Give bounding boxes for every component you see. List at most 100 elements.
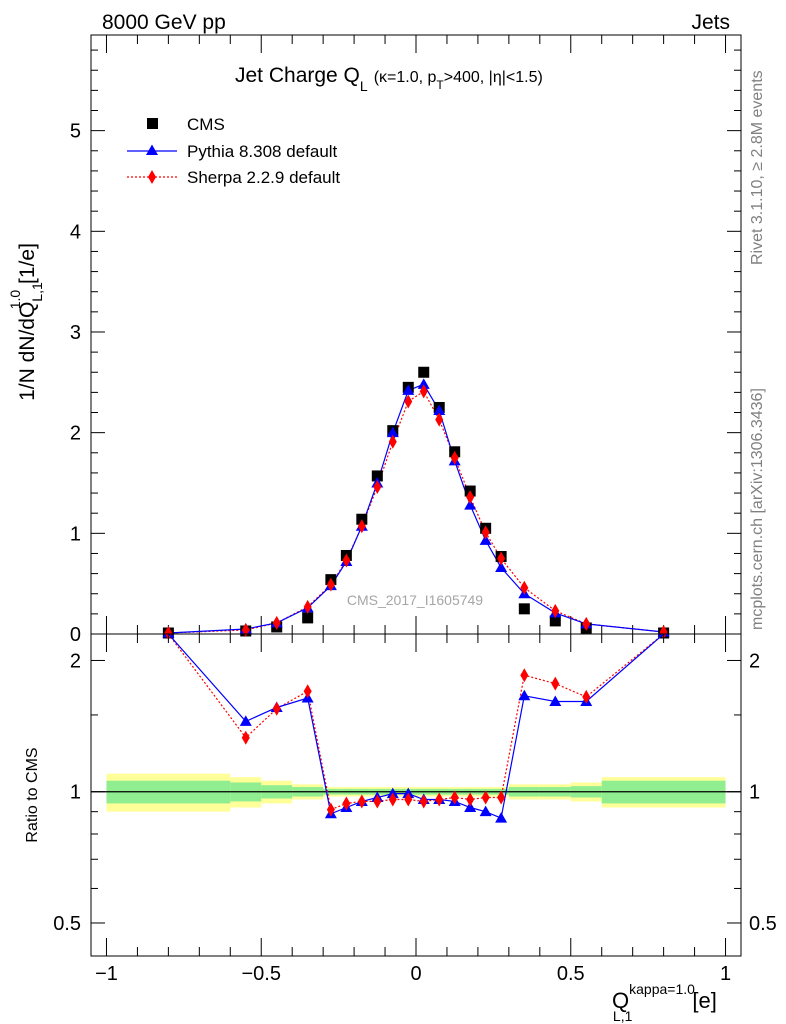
- ratio-sherpa-point: [450, 790, 459, 805]
- ratio-sherpa-point: [326, 802, 335, 817]
- ratio-sherpa-point: [582, 689, 591, 704]
- main-ylabel-post: [1/e]: [16, 243, 39, 290]
- sherpa-point: [435, 412, 444, 427]
- ratio-ytick-label-right: 2: [749, 650, 760, 672]
- ratio-sherpa-point: [419, 794, 428, 809]
- ratio-sherpa-point: [466, 792, 475, 807]
- ratio-uncertainty-bands: [106, 773, 726, 812]
- sherpa-point: [303, 599, 312, 614]
- legend-pythia-marker: [146, 144, 158, 155]
- ratio-sherpa-line: [167, 633, 664, 811]
- ratio-panel: 0.5 0.5 1 1 2 2 −1 −0.5 0 0.5 1 Ratio to CMS Qkapp…: [24, 633, 777, 1024]
- main-ylabel-sub: L,1: [29, 282, 45, 302]
- sherpa-point: [342, 553, 351, 568]
- main-series: [162, 366, 670, 640]
- pythia-point: [417, 378, 430, 389]
- ratio-pythia-line: [167, 633, 664, 819]
- ratio-sherpa-point: [404, 792, 413, 807]
- pythia-point: [433, 404, 446, 416]
- sherpa-point: [388, 434, 397, 449]
- pythia-point: [464, 499, 477, 510]
- ratio-sherpa-point: [481, 790, 490, 805]
- title-selection-rest: >400, |η|<1.5): [444, 69, 543, 86]
- ratio-pythia-point: [549, 695, 562, 707]
- sherpa-point: [520, 580, 529, 595]
- main-ylabel: 1/N dN/dQL,1 1.0 [1/e]: [7, 243, 45, 401]
- legend-sherpa-marker: [148, 170, 156, 184]
- ratio-pythia-point: [518, 689, 531, 701]
- sherpa-point: [419, 384, 428, 399]
- ratio-sherpa-point: [303, 684, 312, 699]
- ratio-xlabel: Qkappa=1.0 L,1 [e]: [612, 981, 717, 1024]
- main-ytick-label: 1: [70, 523, 81, 545]
- ratio-sherpa-point: [342, 796, 351, 811]
- ratio-ytick-label: 0.5: [53, 913, 81, 935]
- cms-point: [302, 612, 314, 624]
- ratio-sherpa-point: [388, 792, 397, 807]
- title-selection: (κ=1.0, p: [374, 69, 437, 86]
- ratio-xlabel-sub: L,1: [613, 1008, 633, 1024]
- ratio-sherpa-point: [272, 701, 281, 716]
- ratio-axis-ticks: 0.5 0.5 1 1 2 2 −1 −0.5 0 0.5 1: [53, 634, 777, 985]
- ratio-xtick-label: 0: [410, 963, 421, 985]
- main-ytick-label: 0: [70, 624, 81, 646]
- ratio-xtick-label: −1: [95, 963, 118, 985]
- ratio-series: [167, 633, 664, 823]
- ratio-xtick-label: −0.5: [241, 963, 280, 985]
- sherpa-line: [168, 390, 664, 634]
- header-right: Jets: [691, 11, 730, 34]
- ratio-pythia-point: [464, 801, 477, 813]
- title-main: Jet Charge Q: [235, 64, 360, 87]
- sherpa-point: [497, 551, 506, 566]
- sherpa-point: [481, 525, 490, 540]
- sherpa-point: [582, 616, 591, 631]
- title-main-sub: L: [360, 78, 368, 94]
- cms-point: [371, 470, 383, 482]
- rivet-label: Rivet 3.1.10, ≥ 2.8M events: [749, 70, 766, 265]
- pythia-point: [479, 534, 492, 545]
- cms-point: [356, 513, 368, 525]
- ratio-xlabel-unit: [e]: [692, 988, 716, 1013]
- ratio-ytick-label-right: 0.5: [749, 913, 777, 935]
- cms-point: [549, 615, 561, 627]
- ratio-sherpa-point: [497, 790, 506, 805]
- ratio-pythia-point: [495, 812, 508, 823]
- cms-point: [418, 366, 430, 378]
- ratio-sherpa-point: [373, 794, 382, 809]
- ratio-pythia-point: [239, 715, 252, 726]
- ratio-pythia-point: [479, 805, 492, 817]
- main-ytick-label: 3: [70, 322, 81, 344]
- legend: CMS Pythia 8.308 default Sherpa 2.2.9 de…: [127, 115, 340, 187]
- sherpa-point: [373, 480, 382, 495]
- sherpa-point: [272, 615, 281, 630]
- ratio-xtick-label: 1: [720, 963, 731, 985]
- mcplots-label: mcplots.cern.ch [arXiv:1306.3436]: [749, 388, 766, 630]
- legend-pythia-label: Pythia 8.308 default: [187, 142, 338, 161]
- ratio-frame: [90, 633, 742, 957]
- legend-cms-marker: [147, 118, 158, 129]
- ratio-sherpa-point: [520, 668, 529, 683]
- main-ytick-label: 4: [70, 221, 81, 243]
- ratio-ylabel: Ratio to CMS: [24, 747, 41, 842]
- cms-point: [518, 603, 530, 615]
- ratio-sherpa-point: [241, 730, 250, 745]
- main-ytick-label: 5: [70, 121, 81, 143]
- sherpa-point: [466, 490, 475, 505]
- main-ylabel-pre: 1/N dN/dQ: [16, 302, 39, 401]
- sherpa-point: [551, 603, 560, 618]
- main-panel: 0 1 2 3 4 5 CMS_2017_I1605749 Jet Charge QL (κ…: [7, 34, 742, 646]
- ratio-ytick-label: 1: [70, 782, 81, 804]
- ratio-xlabel-main: Q: [612, 988, 629, 1013]
- ratio-sherpa-point: [435, 792, 444, 807]
- title-selection-sub: T: [436, 78, 444, 92]
- ratio-ytick-label-right: 1: [749, 782, 760, 804]
- ratio-sherpa-point: [551, 676, 560, 691]
- sherpa-point: [326, 577, 335, 592]
- main-ytick-label: 2: [70, 423, 81, 445]
- main-axis-ticks: 0 1 2 3 4 5: [70, 35, 741, 646]
- legend-cms-label: CMS: [187, 115, 225, 134]
- ratio-xlabel-sup: kappa=1.0: [629, 981, 695, 997]
- ratio-ytick-label: 2: [70, 650, 81, 672]
- pythia-line: [168, 383, 664, 634]
